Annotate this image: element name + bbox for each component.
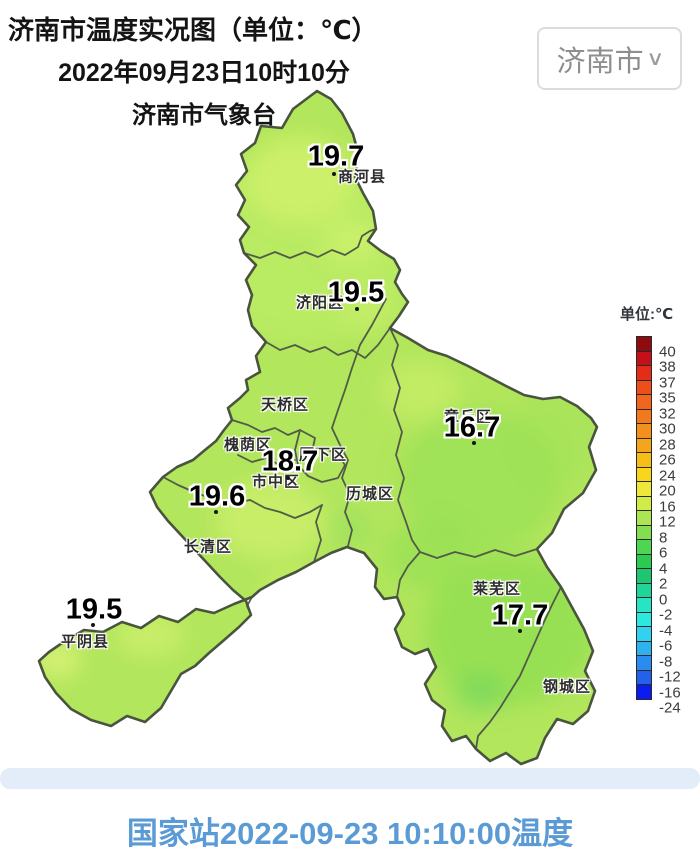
footer-divider-strip bbox=[0, 768, 700, 789]
title-agency: 济南市气象台 bbox=[8, 95, 400, 130]
footer-station-time-label: 国家站2022-09-23 10:10:00温度 bbox=[0, 808, 700, 853]
page-title: 济南市温度实况图（单位：℃） bbox=[8, 10, 400, 47]
title-datetime: 2022年09月23日10时10分 bbox=[8, 53, 400, 89]
city-selector-value: 济南市 bbox=[557, 38, 644, 80]
city-selector-dropdown[interactable]: 济南市 ∨ bbox=[537, 27, 682, 90]
chevron-down-icon: ∨ bbox=[646, 46, 664, 71]
map-title-block: 济南市温度实况图（单位：℃） 2022年09月23日10时10分 济南市气象台 bbox=[8, 10, 400, 130]
